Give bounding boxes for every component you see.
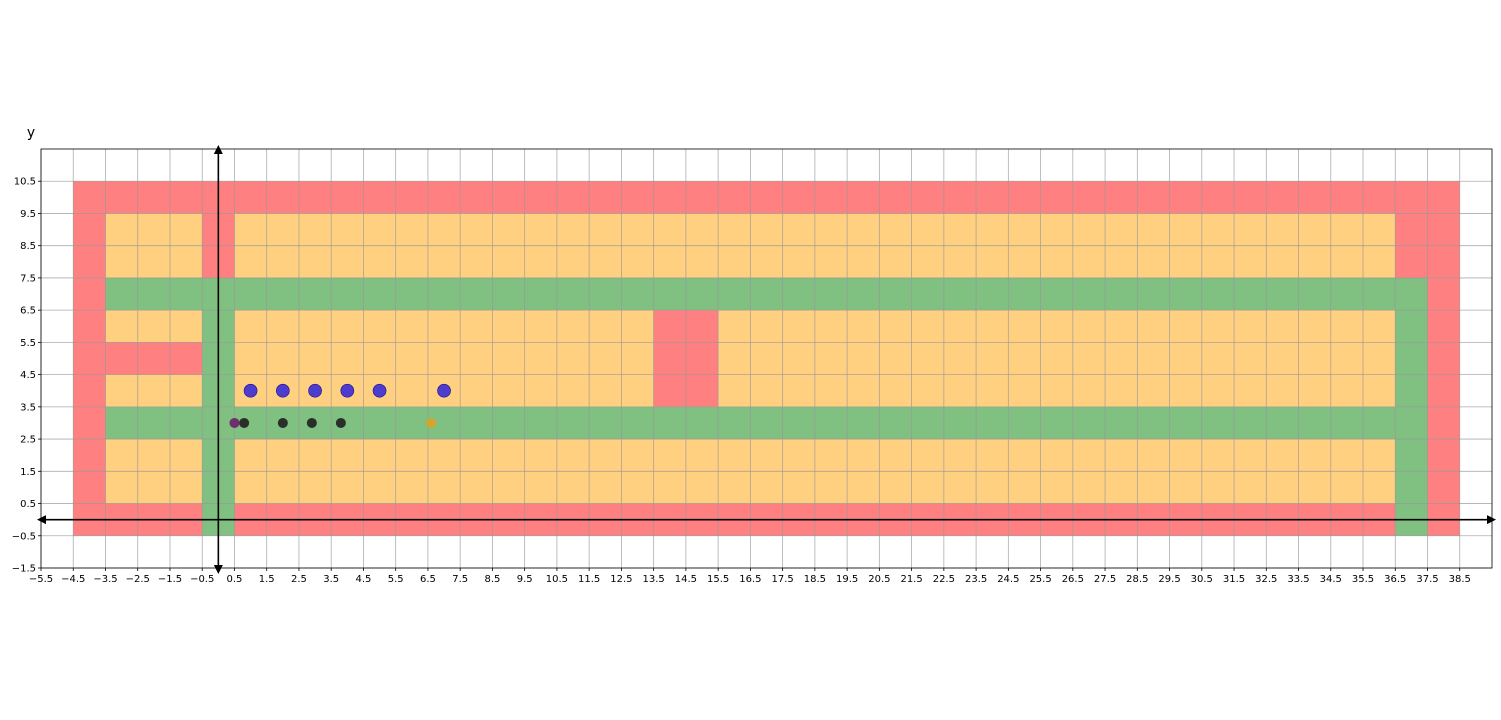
x-tick-label-34: 28.5 bbox=[1126, 574, 1148, 585]
x-tick-label-18: 12.5 bbox=[610, 574, 632, 585]
x-tick-label-20: 14.5 bbox=[675, 574, 697, 585]
point-goal-0 bbox=[426, 417, 437, 428]
x-tick-label-44: 38.5 bbox=[1449, 574, 1471, 585]
point-agent-3 bbox=[340, 383, 355, 398]
region-path-6 bbox=[105, 277, 1428, 311]
x-tick-label-36: 30.5 bbox=[1191, 574, 1213, 585]
x-tick-label-2: −3.5 bbox=[93, 574, 117, 585]
x-axis-arrow-right bbox=[1487, 515, 1496, 525]
x-tick-label-24: 18.5 bbox=[804, 574, 826, 585]
x-tick-label-9: 3.5 bbox=[323, 574, 339, 585]
y-tick-label-9: 7.5 bbox=[20, 273, 36, 284]
x-tick-label-19: 13.5 bbox=[643, 574, 665, 585]
x-tick-label-17: 11.5 bbox=[578, 574, 600, 585]
x-tick-label-29: 23.5 bbox=[965, 574, 987, 585]
x-tick-label-11: 5.5 bbox=[388, 574, 404, 585]
data-points bbox=[229, 383, 451, 428]
point-dark_marker-1 bbox=[277, 417, 288, 428]
x-tick-label-12: 6.5 bbox=[420, 574, 436, 585]
point-start-0 bbox=[229, 417, 240, 428]
x-tick-label-40: 34.5 bbox=[1320, 574, 1342, 585]
x-tick-label-43: 37.5 bbox=[1416, 574, 1438, 585]
point-agent-5 bbox=[437, 383, 451, 398]
point-agent-4 bbox=[372, 383, 387, 398]
tick-labels: −5.5 −4.5 −3.5 −2.5 −1.5 −0.5 0.5 1.5 2.5 3.5 4.5 5… bbox=[12, 177, 1471, 585]
point-dark_marker-3 bbox=[335, 417, 346, 428]
x-tick-label-26: 20.5 bbox=[868, 574, 890, 585]
x-tick-label-22: 16.5 bbox=[739, 574, 761, 585]
y-tick-label-12: 10.5 bbox=[14, 177, 36, 188]
x-tick-label-13: 7.5 bbox=[452, 574, 468, 585]
y-axis-label: y bbox=[27, 125, 35, 141]
x-tick-label-38: 32.5 bbox=[1255, 574, 1277, 585]
x-tick-label-1: −4.5 bbox=[61, 574, 85, 585]
y-tick-label-1: −0.5 bbox=[12, 531, 36, 542]
x-tick-label-35: 29.5 bbox=[1158, 574, 1180, 585]
y-tick-label-7: 5.5 bbox=[20, 338, 36, 349]
x-tick-label-15: 9.5 bbox=[517, 574, 533, 585]
x-tick-label-30: 24.5 bbox=[997, 574, 1019, 585]
x-tick-label-27: 21.5 bbox=[900, 574, 922, 585]
x-tick-label-4: −1.5 bbox=[158, 574, 182, 585]
x-tick-label-14: 8.5 bbox=[484, 574, 500, 585]
x-tick-label-8: 2.5 bbox=[291, 574, 307, 585]
y-tick-label-11: 9.5 bbox=[20, 209, 36, 220]
point-dark_marker-0 bbox=[239, 417, 250, 428]
region-wall-4 bbox=[105, 342, 203, 375]
point-agent-0 bbox=[243, 383, 258, 398]
x-tick-label-37: 31.5 bbox=[1223, 574, 1245, 585]
x-tick-label-33: 27.5 bbox=[1094, 574, 1116, 585]
y-tick-label-5: 3.5 bbox=[20, 402, 36, 413]
point-dark_marker-2 bbox=[306, 417, 317, 428]
point-agent-2 bbox=[308, 383, 322, 398]
x-tick-label-10: 4.5 bbox=[355, 574, 371, 585]
y-axis-arrow-down bbox=[213, 565, 223, 574]
y-axis-arrow-up bbox=[213, 145, 223, 154]
y-tick-label-6: 4.5 bbox=[20, 370, 36, 381]
y-tick-label-2: 0.5 bbox=[20, 499, 36, 510]
x-tick-label-23: 17.5 bbox=[771, 574, 793, 585]
map-regions bbox=[73, 181, 1460, 536]
x-tick-label-32: 26.5 bbox=[1062, 574, 1084, 585]
point-agent-1 bbox=[276, 383, 290, 398]
x-tick-label-3: −2.5 bbox=[126, 574, 150, 585]
x-tick-label-31: 25.5 bbox=[1029, 574, 1051, 585]
x-tick-label-28: 22.5 bbox=[933, 574, 955, 585]
x-axis-arrow-left bbox=[37, 515, 46, 525]
plot-frame bbox=[40, 148, 1493, 569]
y-tick-label-8: 6.5 bbox=[20, 306, 36, 317]
x-tick-label-5: −0.5 bbox=[190, 574, 214, 585]
y-tick-label-4: 2.5 bbox=[20, 435, 36, 446]
axes bbox=[37, 145, 1496, 574]
x-tick-label-16: 10.5 bbox=[546, 574, 568, 585]
y-tick-label-10: 8.5 bbox=[20, 241, 36, 252]
x-tick-label-39: 33.5 bbox=[1287, 574, 1309, 585]
x-tick-label-7: 1.5 bbox=[259, 574, 275, 585]
x-tick-label-41: 35.5 bbox=[1352, 574, 1374, 585]
x-tick-label-0: −5.5 bbox=[29, 574, 53, 585]
x-tick-label-6: 0.5 bbox=[227, 574, 243, 585]
x-tick-label-42: 36.5 bbox=[1384, 574, 1406, 585]
x-tick-label-21: 15.5 bbox=[707, 574, 729, 585]
x-tick-label-25: 19.5 bbox=[836, 574, 858, 585]
y-tick-label-3: 1.5 bbox=[20, 467, 36, 478]
y-tick-label-0: −1.5 bbox=[12, 564, 36, 575]
